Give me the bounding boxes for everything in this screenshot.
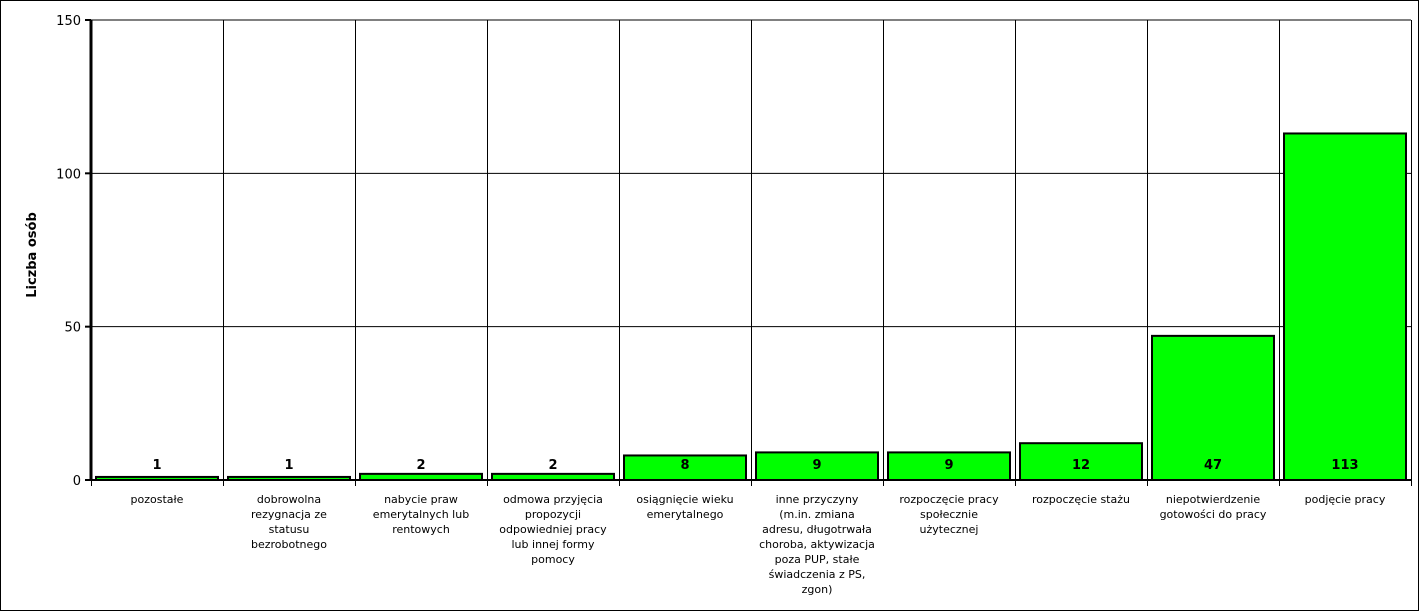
x-category-label-line: statusu <box>269 523 310 536</box>
x-category-label-line: emerytalnych lub <box>373 508 469 521</box>
x-category-label-line: pomocy <box>531 553 575 566</box>
x-category-label-line: świadczenia z PS, <box>769 568 866 581</box>
data-label: 47 <box>1204 458 1222 473</box>
x-category-label-line: niepotwierdzenie <box>1166 493 1261 506</box>
bar <box>887 451 1011 481</box>
y-tick-label: 50 <box>64 321 81 336</box>
x-category-label-line: gotowości do pracy <box>1160 508 1267 521</box>
data-label: 12 <box>1072 458 1090 473</box>
x-category-label: inne przyczyny (m.in. zmiana adresu, długo… <box>759 493 875 596</box>
x-category-label-line: bezrobotnego <box>251 538 327 551</box>
x-category-label-line: dobrowolna <box>257 493 321 506</box>
x-category-label-line: nabycie praw <box>384 493 458 506</box>
x-category-label-line: społecznie <box>920 508 978 521</box>
x-category-label: rozpoczęcie stażu <box>1032 493 1130 506</box>
x-category-label: rozpoczęcie pracy społecznie użytecznej <box>899 493 999 536</box>
x-category-label-line: podjęcie pracy <box>1305 493 1386 506</box>
x-category-label-line: pozostałe <box>131 493 184 506</box>
x-category-label-line: użytecznej <box>920 523 979 536</box>
x-category-label: niepotwierdzenie gotowości do pracy <box>1160 493 1267 521</box>
x-category-label: nabycie praw emerytalnych lub rentowych <box>373 493 469 536</box>
x-category-label-line: rozpoczęcie stażu <box>1032 493 1130 506</box>
y-tick-label: 100 <box>56 167 81 182</box>
data-label: 9 <box>944 458 953 473</box>
data-label: 1 <box>152 458 161 473</box>
x-category-label-line: emerytalnego <box>647 508 724 521</box>
x-category-label-line: propozycji <box>525 508 581 521</box>
data-label: 113 <box>1331 458 1358 473</box>
x-category-label: podjęcie pracy <box>1305 493 1386 506</box>
bar <box>1283 132 1407 481</box>
x-category-label-line: rozpoczęcie pracy <box>899 493 999 506</box>
data-label: 2 <box>548 458 557 473</box>
x-category-label-line: (m.in. zmiana <box>779 508 855 521</box>
x-category-label-line: odpowiedniej pracy <box>499 523 607 536</box>
x-category-label-line: rentowych <box>392 523 450 536</box>
bar <box>1019 442 1143 482</box>
data-label: 2 <box>416 458 425 473</box>
data-label: 8 <box>680 458 689 473</box>
bar <box>755 451 879 481</box>
y-tick-label: 0 <box>73 474 81 489</box>
x-category-label-line: odmowa przyjęcia <box>503 493 603 506</box>
y-axis-title: Liczba osób <box>25 212 40 298</box>
x-category-label: osiągnięcie wieku emerytalnego <box>636 493 733 521</box>
y-tick-label: 150 <box>56 14 81 29</box>
data-label: 1 <box>284 458 293 473</box>
x-category-label-line: osiągnięcie wieku <box>636 493 733 506</box>
x-category-label: dobrowolna rezygnacja ze statusu bezrobotne… <box>251 493 327 551</box>
x-category-label-line: poza PUP, stałe <box>775 553 860 566</box>
x-category-label-line: choroba, aktywizacja <box>759 538 875 551</box>
x-category-label-line: inne przyczyny <box>776 493 859 506</box>
x-category-label-line: zgon) <box>802 583 833 596</box>
x-category-label-line: rezygnacja ze <box>251 508 327 521</box>
bar <box>1151 334 1275 481</box>
data-label: 9 <box>812 458 821 473</box>
x-category-label: odmowa przyjęcia propozycji odpowiedniej p… <box>499 493 607 566</box>
x-category-label-line: adresu, długotrwała <box>762 523 872 536</box>
x-category-label: pozostałe <box>131 493 184 506</box>
bar <box>623 454 747 482</box>
x-category-label-line: lub innej formy <box>512 538 595 551</box>
